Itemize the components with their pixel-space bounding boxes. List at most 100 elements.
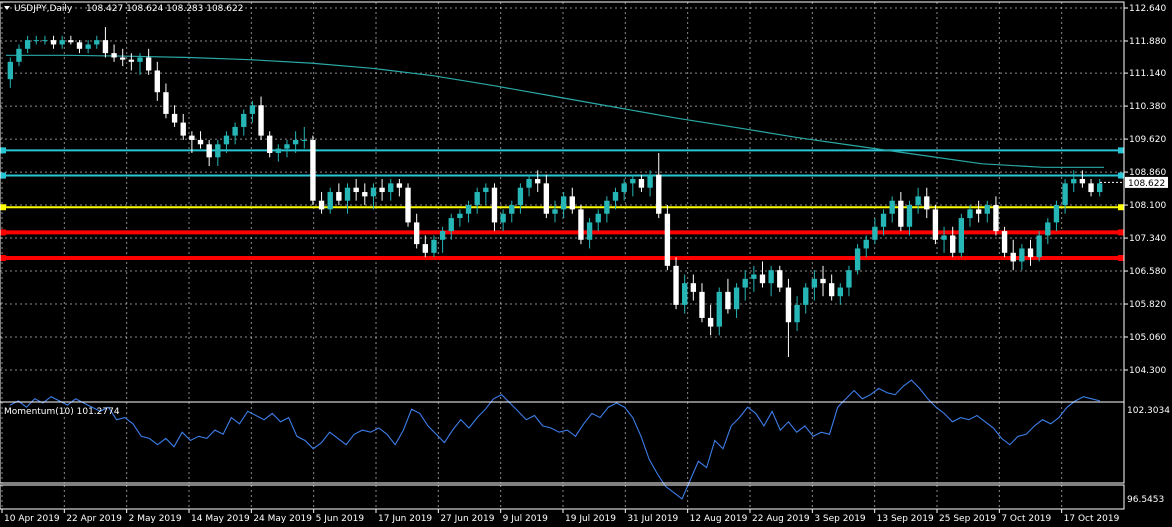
candle-body [647,174,653,188]
candle-body [924,196,930,210]
candle [1071,170,1077,193]
candle-body [950,235,956,253]
candle [180,113,186,140]
ytick-label: 112.640 [1129,4,1166,14]
candle [647,170,653,197]
price-axis-ticks: 112.640 111.880 111.140 110.380 109.620 108.8… [1124,4,1166,376]
candle [439,226,446,253]
ytick-label: 110.380 [1129,102,1166,112]
candle-body [241,113,247,127]
candle [673,257,679,310]
level-handle-right [1118,172,1124,179]
momentum-series [9,379,1101,500]
candle-body [111,53,117,58]
candle-body [292,139,299,145]
candle [811,270,818,301]
level-handle-right [1118,255,1124,262]
xtick-label: 9 Jul 2019 [503,514,548,524]
candle-body [500,213,506,223]
candle [284,139,290,158]
candle-body [465,205,472,214]
candle [578,205,584,245]
xtick-label: 17 Jun 2019 [378,514,432,524]
candle [716,287,722,336]
candle-body [413,222,420,245]
candle [889,196,895,223]
candle [707,304,714,336]
candle [595,209,601,232]
candle-body [803,287,809,305]
candle [59,35,65,49]
candle [535,170,541,193]
momentum-grid [1,485,1063,509]
candle-body [664,213,671,266]
candle [413,213,420,249]
candle [863,235,869,258]
candle [560,192,567,219]
candle-body [457,213,463,219]
candle-body [379,187,385,193]
candle-body [7,61,14,80]
candle-body [327,192,333,210]
candle [405,183,411,227]
candle-body [509,205,515,214]
candle-body [68,40,74,43]
menu-triangle-icon[interactable] [4,6,10,10]
candle-body [967,209,973,219]
candle [85,40,91,54]
candle [1096,179,1103,197]
candle [526,174,532,197]
level-handle-right [1118,204,1124,211]
xtick-label: 2 May 2019 [129,514,182,524]
candle [206,139,212,166]
candle-body [526,179,532,188]
candle [950,226,956,258]
momentum-ytick-bottom: 96.5453 [1127,495,1164,505]
xtick-label: 17 Oct 2019 [1064,514,1120,524]
ytick-label: 111.880 [1129,37,1166,47]
momentum-panel-frame [0,484,1125,510]
candle [941,226,947,253]
candle [777,265,783,292]
candle [742,270,748,301]
candle-body [189,135,195,140]
candle-body [958,218,965,253]
candle [975,200,982,223]
candle-body [232,126,238,136]
candle-body [284,144,290,149]
candle-body [690,283,697,292]
candle-body [102,40,109,54]
candle [638,174,645,193]
candle-body [50,40,57,45]
candle-body [837,287,843,297]
candle [1001,226,1008,258]
ytick-label: 108.100 [1129,201,1166,211]
candle [120,48,126,67]
candle-body [716,291,722,327]
candle [733,283,740,318]
candle-body [578,209,584,240]
xtick-label: 22 Apr 2019 [66,514,122,524]
candle [396,179,403,197]
candle [431,235,437,258]
moving-average-line [6,54,1104,168]
candle [725,278,731,314]
candle-body [872,226,878,240]
candle [197,131,204,149]
candle [1053,200,1060,232]
candle-body [171,113,178,123]
xtick-label: 27 Jun 2019 [440,514,494,524]
candle [993,196,999,236]
candle-body [1079,179,1086,184]
candle-body [560,196,567,210]
candle-body [163,92,169,114]
xtick-label: 14 May 2019 [191,514,250,524]
candle [76,40,83,54]
candle-body [128,59,135,62]
candle [448,213,454,240]
candle-body [120,57,126,60]
candle [267,131,273,158]
candle-body [396,183,403,188]
candle [872,218,878,245]
